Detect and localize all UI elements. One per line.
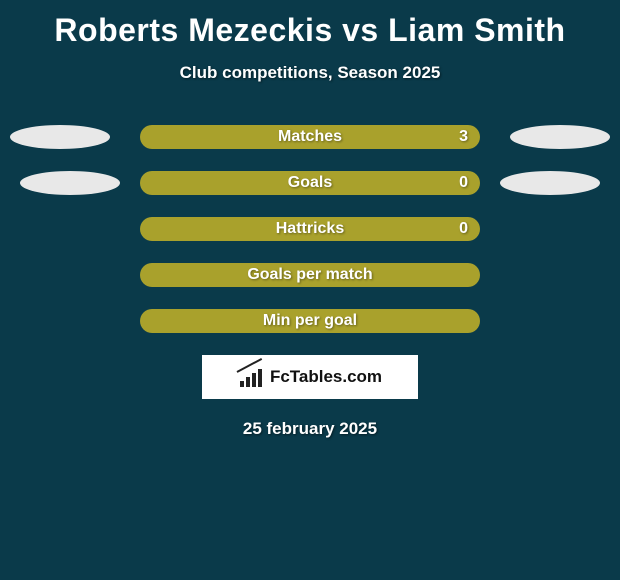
subtitle: Club competitions, Season 2025 — [0, 63, 620, 83]
stat-label: Hattricks — [276, 220, 344, 238]
stat-row: Matches 3 — [0, 125, 620, 149]
logo-box: FcTables.com — [202, 355, 418, 399]
stat-row: Min per goal — [0, 309, 620, 333]
date-label: 25 february 2025 — [0, 419, 620, 439]
stat-row: Hattricks 0 — [0, 217, 620, 241]
page-title: Roberts Mezeckis vs Liam Smith — [0, 0, 620, 49]
ellipse-icon — [10, 125, 110, 149]
stat-value: 0 — [459, 174, 468, 192]
stat-bar: Hattricks 0 — [140, 217, 480, 241]
stat-bar: Matches 3 — [140, 125, 480, 149]
stat-value: 0 — [459, 220, 468, 238]
stat-bar: Min per goal — [140, 309, 480, 333]
stat-row: Goals per match — [0, 263, 620, 287]
stat-bar: Goals 0 — [140, 171, 480, 195]
stat-label: Goals per match — [247, 266, 372, 284]
barchart-icon — [238, 367, 264, 387]
stat-label: Goals — [288, 174, 332, 192]
stat-label: Matches — [278, 128, 342, 146]
stat-rows: Matches 3 Goals 0 Hattricks 0 Goals per match M… — [0, 125, 620, 333]
ellipse-icon — [510, 125, 610, 149]
stat-row: Goals 0 — [0, 171, 620, 195]
ellipse-icon — [500, 171, 600, 195]
stat-label: Min per goal — [263, 312, 357, 330]
ellipse-icon — [20, 171, 120, 195]
stat-bar: Goals per match — [140, 263, 480, 287]
stat-value: 3 — [459, 128, 468, 146]
logo-text: FcTables.com — [270, 367, 382, 387]
